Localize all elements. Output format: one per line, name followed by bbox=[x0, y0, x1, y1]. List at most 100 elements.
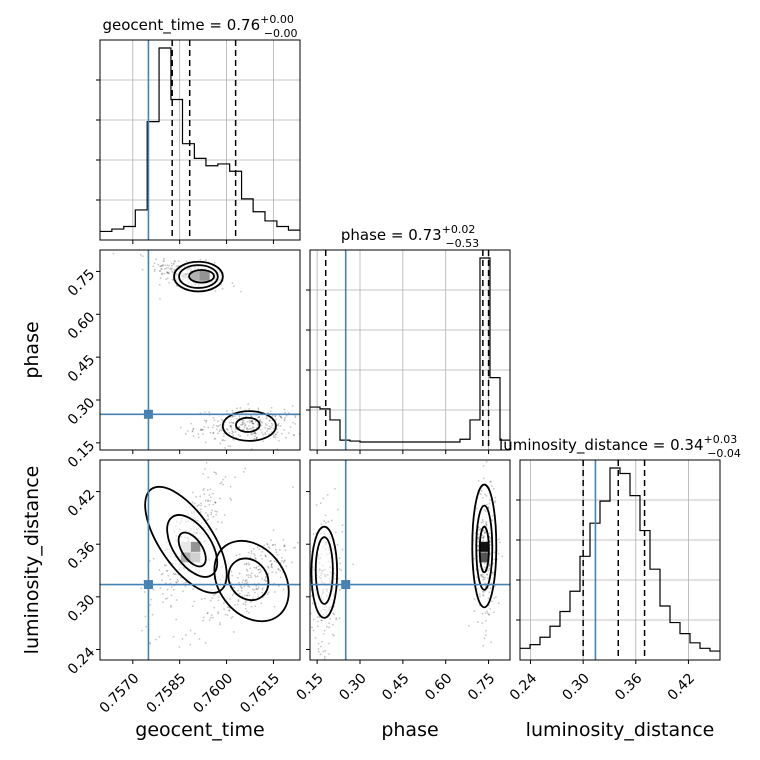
sample-point bbox=[488, 564, 491, 567]
sample-point bbox=[201, 428, 204, 431]
sample-point bbox=[177, 264, 179, 267]
sample-point bbox=[284, 436, 287, 439]
contour-line bbox=[235, 416, 261, 433]
sample-point bbox=[215, 425, 218, 427]
sample-point bbox=[250, 552, 253, 555]
sample-point bbox=[235, 417, 238, 420]
sample-point bbox=[190, 422, 193, 425]
sample-point bbox=[488, 502, 491, 505]
sample-point bbox=[200, 504, 202, 507]
sample-point bbox=[203, 419, 206, 422]
sample-point bbox=[224, 447, 227, 449]
sample-point bbox=[275, 571, 277, 574]
sample-point bbox=[261, 578, 263, 580]
sample-point bbox=[238, 553, 241, 556]
title-plus: +0.00 bbox=[260, 13, 294, 26]
sample-point bbox=[164, 268, 166, 270]
axes-frame bbox=[309, 249, 511, 451]
sample-point bbox=[229, 485, 232, 488]
sample-point bbox=[141, 629, 143, 632]
sample-point bbox=[244, 424, 247, 427]
sample-point bbox=[239, 423, 242, 426]
sample-point bbox=[271, 424, 274, 427]
sample-point bbox=[264, 423, 267, 425]
sample-point bbox=[257, 416, 259, 419]
sample-point bbox=[491, 519, 494, 522]
sample-point bbox=[266, 542, 269, 545]
sample-point bbox=[305, 576, 307, 578]
sample-point bbox=[243, 594, 246, 597]
sample-point bbox=[341, 524, 344, 527]
sample-point bbox=[172, 271, 174, 274]
sample-point bbox=[482, 536, 485, 539]
sample-point bbox=[494, 496, 497, 499]
sample-point bbox=[483, 532, 486, 535]
sample-point bbox=[291, 404, 294, 407]
sample-point bbox=[175, 265, 178, 268]
sample-point bbox=[222, 483, 224, 486]
sample-point bbox=[245, 568, 248, 571]
sample-point bbox=[158, 569, 161, 571]
sample-point bbox=[153, 262, 156, 265]
sample-point bbox=[165, 271, 168, 274]
sample-point bbox=[312, 533, 315, 536]
y-tick-label: 0.36 bbox=[65, 539, 98, 572]
histogram-step bbox=[310, 257, 510, 443]
sample-point bbox=[328, 626, 330, 629]
sample-point bbox=[254, 558, 257, 560]
sample-point bbox=[159, 587, 162, 589]
sample-point bbox=[485, 522, 488, 525]
sample-point bbox=[226, 428, 229, 431]
axes-frame bbox=[99, 249, 301, 451]
sample-point bbox=[257, 409, 260, 411]
sample-point bbox=[326, 493, 329, 496]
sample-point bbox=[256, 588, 259, 590]
sample-point bbox=[249, 556, 252, 559]
sample-point bbox=[238, 426, 241, 429]
sample-point bbox=[284, 559, 286, 562]
sample-point bbox=[244, 601, 247, 604]
y-tick-label: 0.30 bbox=[65, 592, 98, 625]
x-axis-label: geocent_time bbox=[135, 719, 264, 741]
sample-point bbox=[251, 588, 254, 591]
sample-point bbox=[294, 414, 297, 417]
sample-point bbox=[480, 521, 483, 524]
sample-point bbox=[484, 531, 487, 534]
sample-point bbox=[208, 494, 211, 496]
sample-point bbox=[319, 502, 322, 505]
sample-point bbox=[479, 595, 481, 598]
sample-point bbox=[261, 557, 263, 560]
sample-point bbox=[240, 290, 242, 293]
sample-point bbox=[207, 476, 210, 479]
sample-point bbox=[489, 480, 491, 483]
sample-point bbox=[482, 477, 485, 480]
sample-point bbox=[233, 586, 236, 589]
sample-point bbox=[160, 267, 162, 270]
sample-point bbox=[230, 424, 233, 427]
sample-point bbox=[328, 642, 330, 645]
sample-point bbox=[170, 586, 173, 588]
sample-point bbox=[250, 550, 253, 553]
sample-point bbox=[241, 581, 244, 584]
sample-point bbox=[220, 481, 223, 484]
sample-point bbox=[232, 631, 235, 633]
sample-point bbox=[253, 566, 255, 569]
sample-point bbox=[273, 591, 276, 593]
sample-point bbox=[489, 537, 492, 540]
sample-point bbox=[207, 500, 210, 503]
sample-point bbox=[481, 575, 484, 578]
sample-point bbox=[219, 423, 222, 426]
sample-point bbox=[208, 411, 211, 414]
sample-point bbox=[247, 585, 250, 588]
sample-point bbox=[276, 553, 279, 556]
sample-point bbox=[240, 586, 243, 589]
sample-point bbox=[218, 497, 221, 500]
contour-line bbox=[314, 536, 334, 605]
sample-point bbox=[297, 541, 299, 544]
sample-point bbox=[231, 430, 234, 433]
sample-point bbox=[245, 610, 248, 613]
sample-point bbox=[269, 560, 271, 563]
sample-point bbox=[257, 423, 260, 425]
sample-point bbox=[228, 421, 231, 424]
sample-point bbox=[252, 432, 255, 435]
